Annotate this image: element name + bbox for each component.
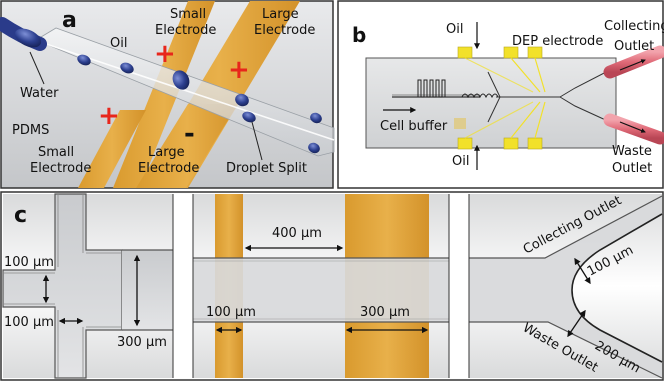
panel-b: b Oil DEP electrode Collecting Outlet Ce… xyxy=(337,0,664,189)
plus-sign-bottom-small: + xyxy=(98,101,120,131)
oil-top-label: Oil xyxy=(446,22,463,37)
small-electrode-top-label-2: Electrode xyxy=(155,23,216,38)
droplet xyxy=(242,111,256,123)
dim-100-a-label: 100 μm xyxy=(4,255,54,270)
water-plug xyxy=(14,28,42,48)
dim-100-b-label: 100 μm xyxy=(4,315,54,330)
panel-c-outlets: Collecting Outlet 100 μm Waste Outlet 20… xyxy=(469,193,663,379)
droplet-split-label: Droplet Split xyxy=(226,161,307,176)
large-electrode-top-label-2: Electrode xyxy=(254,23,315,38)
panel-c: c 100 μm 100 μm 300 μm 400 μm 100 μm 300… xyxy=(0,191,664,381)
droplet xyxy=(120,62,134,74)
serpentine-mixer xyxy=(417,79,446,98)
dim-300-label: 300 μm xyxy=(117,335,167,350)
small-electrode-bottom-label-2: Electrode xyxy=(30,161,91,176)
dep-electrodes xyxy=(454,46,546,150)
collecting-outlet-label-2: Outlet xyxy=(614,39,654,54)
small-electrode-top-label-1: Small xyxy=(170,7,206,22)
oil-label: Oil xyxy=(110,36,127,51)
panel-a: a Oil Small Electrode Large Electrode Wa… xyxy=(0,0,335,189)
droplet xyxy=(308,142,320,154)
oil-bottom-label: Oil xyxy=(452,154,469,169)
plus-sign-top-large: + xyxy=(228,55,250,85)
droplet-generator-loops xyxy=(461,93,499,99)
droplet xyxy=(172,70,190,90)
small-electrode-top xyxy=(113,1,215,188)
minus-sign-bottom-large: - xyxy=(184,119,195,149)
droplet xyxy=(310,112,322,124)
panel-b-letter: b xyxy=(352,23,366,47)
large-electrode-top-label-1: Large xyxy=(262,7,299,22)
main-channel xyxy=(193,258,449,322)
panel-c-letter: c xyxy=(14,203,27,228)
large-electrode-bottom xyxy=(136,104,238,188)
waste-outlet-label-1: Waste xyxy=(612,144,652,159)
panel-a-letter: a xyxy=(62,8,77,33)
panel-c-junction: c 100 μm 100 μm 300 μm xyxy=(2,193,173,379)
large-electrode-bottom-label-2: Electrode xyxy=(138,161,199,176)
collecting-outlet-label-1: Collecting xyxy=(604,19,664,34)
plus-sign-top-small: + xyxy=(154,39,176,69)
dim-100-c-label: 100 μm xyxy=(206,305,256,320)
panel-c-electrodes: 400 μm 100 μm 300 μm xyxy=(193,194,449,378)
dim-400-label: 400 μm xyxy=(272,226,322,241)
large-electrode-bottom-label-1: Large xyxy=(148,145,185,160)
dim-300-b-label: 300 μm xyxy=(360,305,410,320)
small-electrode-bottom xyxy=(78,110,146,188)
junction-channel xyxy=(2,193,123,379)
waste-outlet-tube xyxy=(603,113,664,145)
water-label: Water xyxy=(20,86,59,101)
cell-buffer-label: Cell buffer xyxy=(380,119,448,134)
dep-electrode-label: DEP electrode xyxy=(512,34,603,49)
droplet xyxy=(77,54,91,66)
waste-outlet-label-2: Outlet xyxy=(612,161,652,176)
small-electrode-bottom-label-1: Small xyxy=(38,145,74,160)
collecting-outlet-tube xyxy=(603,45,664,79)
droplet xyxy=(235,93,249,107)
pdms-label: PDMS xyxy=(12,123,49,138)
